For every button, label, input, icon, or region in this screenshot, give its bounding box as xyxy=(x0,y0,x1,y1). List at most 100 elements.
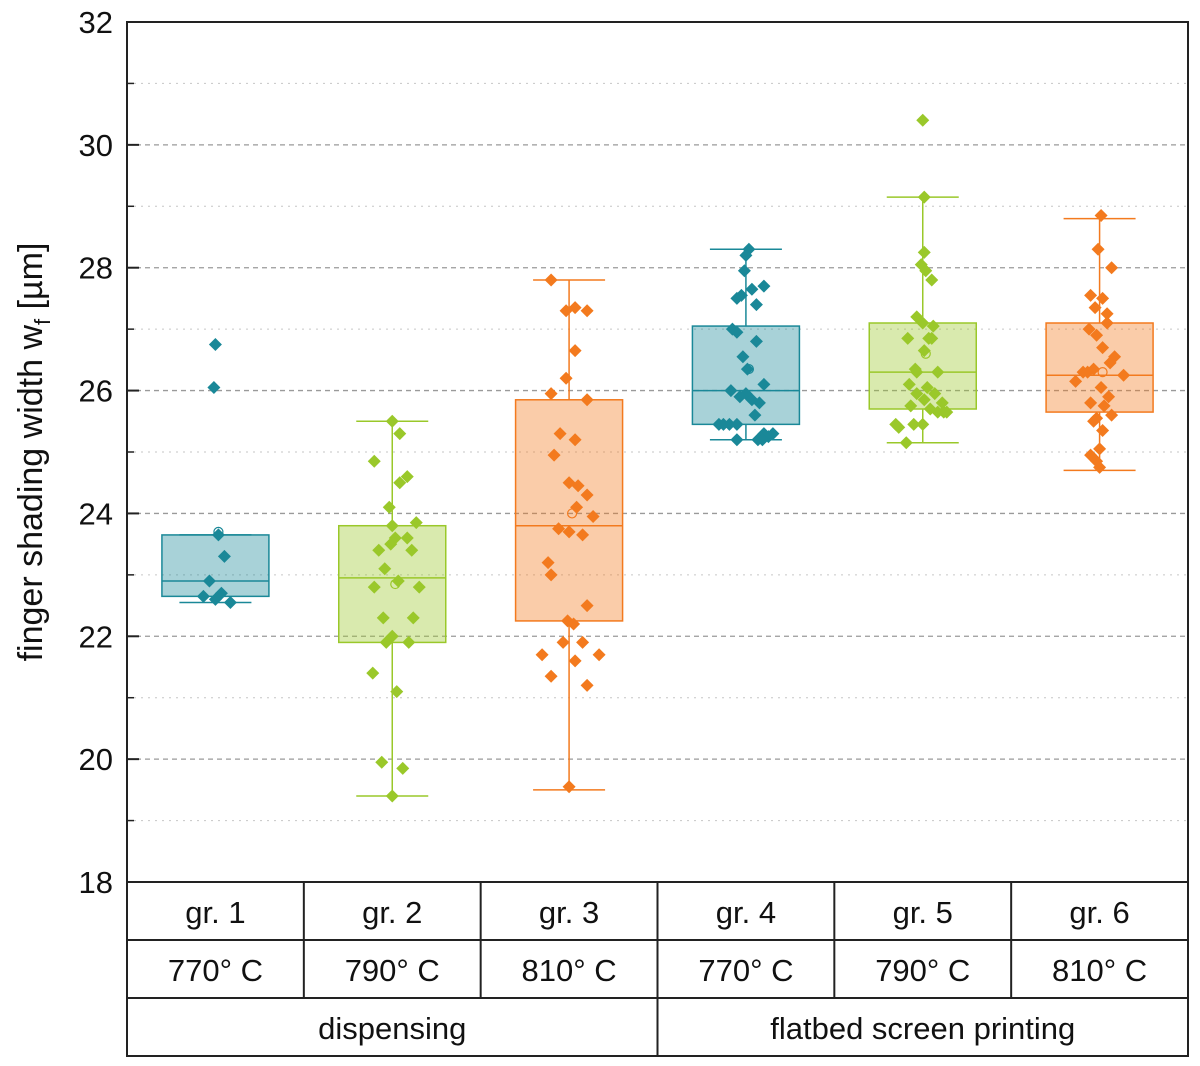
data-point xyxy=(568,344,582,358)
y-tick-label: 32 xyxy=(79,5,113,40)
data-point xyxy=(916,316,930,330)
data-point xyxy=(391,574,405,588)
y-axis-label: finger shading width wf [µm] xyxy=(12,243,55,662)
data-point xyxy=(396,761,410,775)
data-point xyxy=(752,396,766,410)
data-point xyxy=(196,589,210,603)
data-point xyxy=(544,387,558,401)
data-point xyxy=(559,371,573,385)
data-point xyxy=(1087,362,1101,376)
box-2 xyxy=(338,420,447,797)
box-iqr xyxy=(868,322,977,410)
data-point xyxy=(366,666,380,680)
data-point xyxy=(935,396,949,410)
data-point xyxy=(382,500,396,514)
data-point xyxy=(562,525,576,539)
data-point xyxy=(544,669,558,683)
data-point xyxy=(570,500,584,514)
box-4 xyxy=(691,248,801,441)
data-point xyxy=(208,338,222,351)
data-point xyxy=(367,580,381,594)
data-point xyxy=(576,635,590,649)
data-point xyxy=(928,387,942,401)
data-point xyxy=(562,780,576,794)
data-point xyxy=(384,537,398,551)
data-point xyxy=(592,648,606,662)
data-point xyxy=(580,488,594,502)
data-point xyxy=(571,479,585,493)
data-point xyxy=(580,599,594,613)
data-point xyxy=(568,301,582,315)
data-point xyxy=(1105,261,1119,275)
temperature-label: 790° C xyxy=(875,953,970,988)
y-tick-label: 28 xyxy=(79,251,113,286)
data-point xyxy=(379,635,393,649)
data-point xyxy=(1091,242,1105,256)
box-iqr xyxy=(1045,322,1154,413)
group-label: gr. 5 xyxy=(893,895,953,930)
data-point xyxy=(378,562,392,576)
data-point xyxy=(724,384,738,398)
data-point xyxy=(556,635,570,649)
data-point xyxy=(1097,399,1111,413)
y-tick-label: 24 xyxy=(79,496,113,531)
data-point xyxy=(748,408,762,422)
plot-frame xyxy=(126,21,1189,883)
data-point xyxy=(917,245,931,259)
data-point xyxy=(568,654,582,668)
y-tick-label: 30 xyxy=(79,128,113,163)
data-point xyxy=(910,365,924,379)
data-point xyxy=(740,362,754,376)
data-point xyxy=(940,405,954,419)
data-point xyxy=(730,325,744,339)
data-point xyxy=(1117,368,1131,382)
box-3 xyxy=(514,279,624,791)
data-point xyxy=(902,377,916,391)
data-point xyxy=(901,331,915,345)
data-point xyxy=(405,543,419,557)
data-point xyxy=(899,436,913,450)
data-point xyxy=(1082,322,1096,336)
data-point xyxy=(223,596,237,609)
data-point xyxy=(736,350,750,364)
y-tick-label: 20 xyxy=(79,742,113,777)
data-points xyxy=(196,113,1131,803)
points-group-6 xyxy=(1069,209,1131,474)
group-label: gr. 4 xyxy=(716,895,776,930)
y-tick-label: 26 xyxy=(79,374,113,409)
data-point xyxy=(1094,381,1108,394)
data-point xyxy=(580,678,594,692)
group-label: gr. 3 xyxy=(539,895,599,930)
data-point xyxy=(730,417,744,431)
data-point xyxy=(385,789,399,803)
data-point xyxy=(907,417,921,431)
data-point xyxy=(925,273,939,287)
temperature-label: 810° C xyxy=(522,953,617,988)
data-point xyxy=(211,528,225,542)
process-label: dispensing xyxy=(318,1011,466,1046)
data-point xyxy=(580,393,594,407)
data-point xyxy=(576,528,590,542)
points-group-2 xyxy=(366,414,426,803)
temperature-label: 810° C xyxy=(1052,953,1147,988)
data-point xyxy=(892,420,906,434)
data-point xyxy=(1094,209,1108,222)
data-point xyxy=(904,399,918,413)
data-point xyxy=(372,543,386,557)
data-point xyxy=(745,282,759,296)
box-1 xyxy=(161,526,270,604)
data-point xyxy=(385,519,399,533)
data-point xyxy=(402,635,416,649)
data-point xyxy=(1084,288,1098,302)
data-point xyxy=(376,611,390,625)
y-tick-label: 18 xyxy=(79,865,113,900)
process-label: flatbed screen printing xyxy=(770,1011,1075,1046)
data-point xyxy=(749,298,763,312)
box-iqr xyxy=(691,325,801,426)
data-point xyxy=(916,417,930,431)
data-point xyxy=(1087,414,1101,428)
data-point xyxy=(568,433,582,447)
data-point xyxy=(552,522,566,536)
data-point xyxy=(390,685,404,699)
